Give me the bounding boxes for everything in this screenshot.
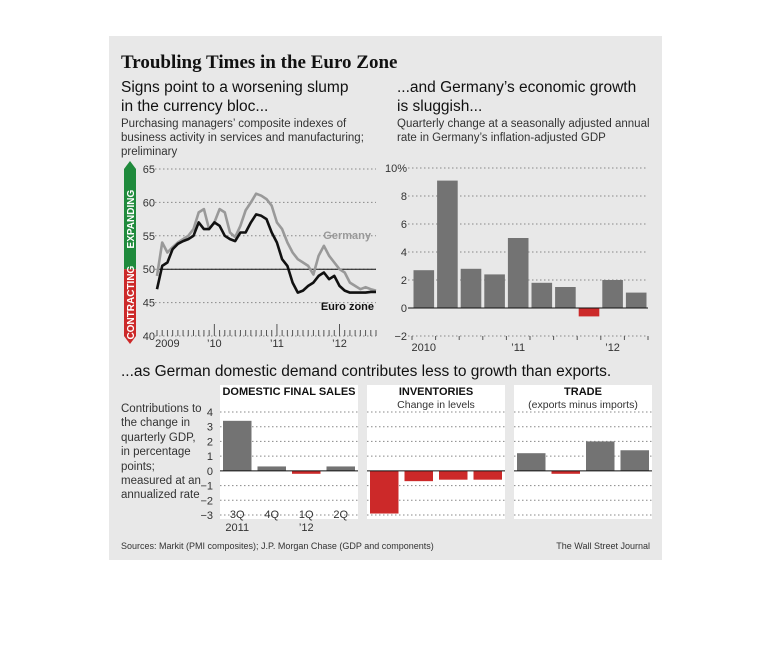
gdp-bar: [414, 270, 435, 308]
contrib-bar: [439, 471, 468, 480]
pmi-x-tick-label: ’11: [270, 338, 284, 350]
contrib-bar: [405, 471, 434, 481]
contrib-x-tick-label: 1Q: [299, 509, 314, 521]
contrib-bar: [327, 466, 356, 470]
gdp-y-tick-label: 8: [401, 191, 407, 203]
contrib-group-subtitle: (exports minus imports): [528, 399, 638, 411]
contrib-y-tick-label: −2: [200, 495, 213, 507]
gdp-x-tick-label: ’11: [511, 342, 525, 354]
contrib-y-tick-label: 2: [207, 436, 213, 448]
contrib-bar: [370, 471, 399, 514]
pmi-y-tick-label: 55: [143, 231, 155, 243]
contrib-y-tick-label: −3: [200, 510, 213, 522]
contrib-bar: [474, 471, 503, 480]
contrib-bar: [223, 421, 252, 471]
gdp-bar: [461, 269, 482, 308]
gdp-bar: [508, 238, 529, 308]
contrib-group-subtitle: Change in levels: [397, 399, 475, 411]
pmi-y-tick-label: 60: [143, 197, 155, 209]
charts-canvas: EXPANDINGCONTRACTING 4045505560652009’10’…: [0, 0, 770, 654]
contracting-label: CONTRACTING: [126, 265, 137, 339]
eurozone-line: [157, 214, 376, 292]
expanding-label: EXPANDING: [126, 190, 137, 249]
contrib-x-year-label: ’12: [299, 522, 314, 534]
contrib-y-tick-label: 4: [207, 407, 213, 419]
gdp-x-tick-label: 2010: [412, 342, 436, 354]
contrib-x-tick-label: 4Q: [264, 509, 279, 521]
germany-line: [157, 194, 376, 291]
contrib-bar: [621, 450, 650, 471]
source-note: Sources: Markit (PMI composites); J.P. M…: [121, 541, 434, 551]
gdp-y-tick-label: 10%: [385, 163, 407, 175]
pmi-y-tick-label: 65: [143, 164, 155, 176]
gdp-y-tick-label: 0: [401, 303, 407, 315]
gdp-y-tick-label: 2: [401, 275, 407, 287]
eurozone-series-label: Euro zone: [321, 301, 374, 313]
contrib-group-title: TRADE: [564, 386, 602, 398]
contrib-group-title: INVENTORIES: [399, 386, 473, 398]
contrib-y-tick-label: 3: [207, 422, 213, 434]
contrib-bar: [586, 441, 615, 470]
contrib-bar: [258, 466, 287, 470]
contrib-x-tick-label: 3Q: [230, 509, 245, 521]
contrib-y-tick-label: 1: [207, 451, 213, 463]
pmi-y-tick-label: 45: [143, 298, 155, 310]
pmi-y-tick-label: 50: [143, 264, 155, 276]
gdp-x-tick-label: ’12: [605, 342, 620, 354]
gdp-bar: [602, 280, 623, 308]
gdp-bar: [626, 293, 647, 308]
gdp-y-tick-label: 6: [401, 219, 407, 231]
pmi-x-tick-label: ’12: [332, 338, 347, 350]
gdp-bar: [484, 274, 505, 308]
gdp-bar: [579, 308, 600, 316]
gdp-bar: [437, 181, 458, 308]
gdp-bar: [555, 287, 576, 308]
pmi-x-tick-label: ’10: [207, 338, 222, 350]
pmi-x-tick-label: 2009: [155, 338, 179, 350]
gdp-y-tick-label: 4: [401, 247, 407, 259]
germany-series-label: Germany: [323, 230, 372, 242]
contrib-y-tick-label: −1: [200, 481, 213, 493]
contrib-x-tick-label: 2Q: [333, 509, 348, 521]
pmi-y-tick-label: 40: [143, 331, 155, 343]
gdp-y-tick-label: −2: [394, 331, 407, 343]
gdp-bar: [532, 283, 553, 308]
contrib-y-tick-label: 0: [207, 466, 213, 478]
contrib-bar: [517, 453, 546, 471]
contrib-group-title: DOMESTIC FINAL SALES: [222, 386, 355, 398]
contrib-x-year-label: 2011: [225, 522, 249, 534]
credit-note: The Wall Street Journal: [556, 541, 650, 551]
